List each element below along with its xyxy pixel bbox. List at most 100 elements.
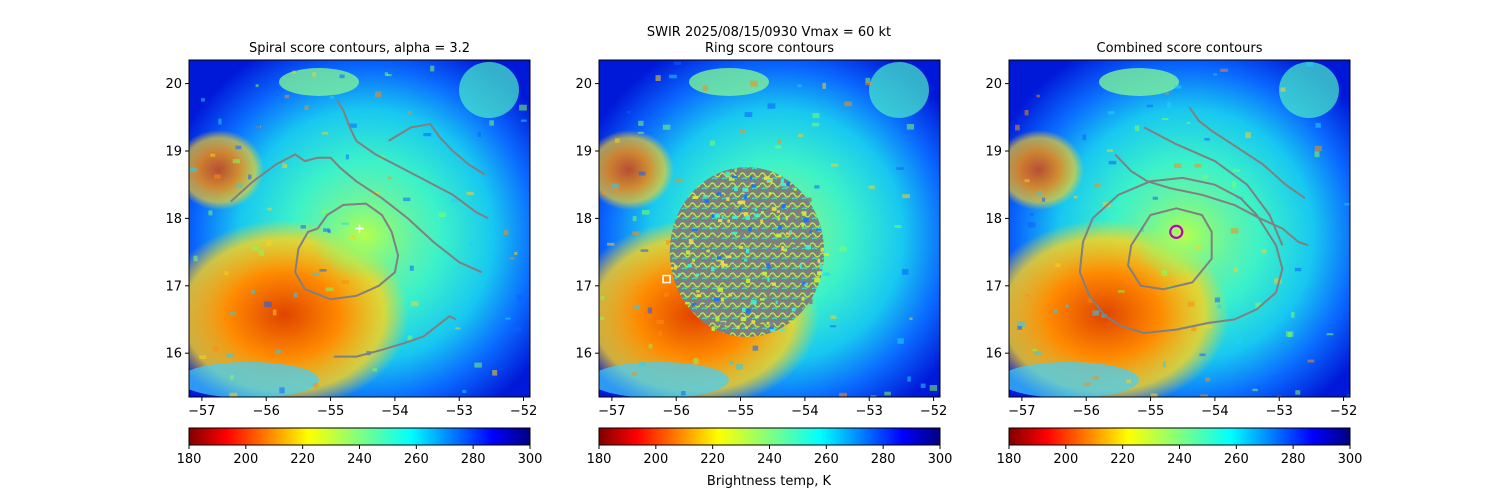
ring-contour-fragment <box>757 260 760 264</box>
ring-contour-fragment <box>720 321 726 326</box>
pixel-speckle <box>1094 183 1101 187</box>
ring-contour-fragment <box>759 298 765 301</box>
x-tick-label: −56 <box>1072 404 1099 419</box>
pixel-speckle <box>408 111 412 115</box>
x-tick-label: −55 <box>727 404 754 419</box>
pixel-speckle <box>279 387 285 394</box>
ring-contour-fragment <box>814 277 821 283</box>
pixel-speckle <box>1126 379 1132 384</box>
pixel-speckle <box>1092 310 1100 316</box>
ring-contour-fragment <box>768 192 772 196</box>
pixel-speckle <box>812 122 820 127</box>
pixel-speckle <box>248 174 252 180</box>
ring-contour-fragment <box>743 212 749 217</box>
pixel-speckle <box>1186 121 1191 124</box>
pixel-speckle <box>462 389 467 394</box>
ring-contour-fragment <box>720 188 723 193</box>
pixel-speckle <box>375 91 382 98</box>
pixel-speckle <box>611 183 619 189</box>
ring-contour-fragment <box>726 197 730 201</box>
colorbar-tick-label: 260 <box>404 452 429 467</box>
ring-contour-fragment <box>743 259 748 262</box>
ring-contour-fragment <box>799 263 802 269</box>
pixel-speckle <box>902 194 910 199</box>
pixel-speckle <box>313 382 319 388</box>
colorbar-tick-label: 260 <box>1224 452 1249 467</box>
pixel-speckle <box>729 360 734 365</box>
ring-contour-fragment <box>691 302 697 306</box>
pixel-speckle <box>1213 73 1217 76</box>
ring-contour-fragment <box>738 230 745 235</box>
x-tick-label: −54 <box>381 404 408 419</box>
ring-contour-fragment <box>692 195 699 199</box>
ring-contour-fragment <box>716 192 722 196</box>
x-tick-label: −55 <box>1137 404 1164 419</box>
pixel-speckle <box>339 74 345 79</box>
y-tick-label: 16 <box>575 347 592 362</box>
ring-contour-fragment <box>801 296 805 301</box>
x-tick-label: −54 <box>791 404 818 419</box>
ring-contour-fragment <box>703 194 708 198</box>
ring-contour-fragment <box>799 244 804 248</box>
ring-contour-fragment <box>791 215 796 220</box>
pixel-speckle <box>1134 125 1140 132</box>
ring-contour-fragment <box>716 259 722 262</box>
pixel-speckle <box>1092 376 1099 380</box>
ring-contour-fragment <box>728 293 732 297</box>
pixel-speckle <box>777 139 782 144</box>
pixel-speckle <box>1306 61 1314 67</box>
pixel-speckle <box>276 349 281 355</box>
ring-contour-fragment <box>734 186 738 192</box>
cloud-patch <box>1099 68 1179 96</box>
ring-contour-fragment <box>791 308 796 312</box>
warm-region <box>1009 130 1084 210</box>
pixel-speckle <box>293 292 298 298</box>
ring-contour-fragment <box>742 307 746 313</box>
pixel-speckle <box>224 271 229 276</box>
pixel-speckle <box>739 129 746 133</box>
pixel-speckle <box>600 316 605 321</box>
pixel-speckle <box>252 246 259 251</box>
ring-contour-fragment <box>691 267 696 272</box>
ring-contour-fragment <box>736 325 740 329</box>
colorbar-tick-label: 200 <box>643 452 668 467</box>
ring-contour-fragment <box>780 182 787 187</box>
pixel-speckle <box>218 118 222 125</box>
ring-contour-fragment <box>782 203 786 208</box>
pixel-speckle <box>455 327 461 330</box>
ring-contour-fragment <box>740 316 747 322</box>
colorbar-tick-label: 180 <box>997 452 1022 467</box>
pixel-speckle <box>272 309 277 316</box>
pixel-speckle <box>304 105 309 110</box>
panel-title: Ring score contours <box>705 41 834 56</box>
ring-contour-fragment <box>768 320 774 325</box>
ring-contour-fragment <box>744 194 748 200</box>
colorbar-tick-label: 200 <box>233 452 258 467</box>
pixel-speckle <box>267 207 272 211</box>
colorbar-tick-label: 300 <box>928 452 953 467</box>
ring-contour-fragment <box>817 258 821 263</box>
ring-contour-fragment <box>751 320 756 324</box>
pixel-speckle <box>229 311 236 315</box>
colorbar-tick-label: 180 <box>177 452 202 467</box>
pixel-speckle <box>814 185 820 189</box>
pixel-speckle <box>839 392 847 397</box>
ring-contour-fragment <box>801 282 806 285</box>
ring-contour-fragment <box>761 211 764 214</box>
pixel-speckle <box>325 287 334 292</box>
ring-contour-fragment <box>801 223 804 228</box>
pixel-speckle <box>613 187 619 193</box>
pixel-speckle <box>1326 333 1334 336</box>
pixel-speckle <box>634 304 640 310</box>
ring-contour-fragment <box>691 228 698 231</box>
score-contour <box>1188 106 1306 200</box>
ring-contour-fragment <box>685 301 690 305</box>
y-tick-label: 20 <box>985 77 1002 92</box>
cloud-patch <box>189 362 319 397</box>
colorbar-tick-label: 180 <box>587 452 612 467</box>
ring-contour-fragment <box>745 326 748 329</box>
colorbar-tick-label: 220 <box>290 452 315 467</box>
pixel-speckle <box>767 103 776 109</box>
ring-contour-fragment <box>766 295 771 298</box>
ring-contour-fragment <box>746 308 751 314</box>
